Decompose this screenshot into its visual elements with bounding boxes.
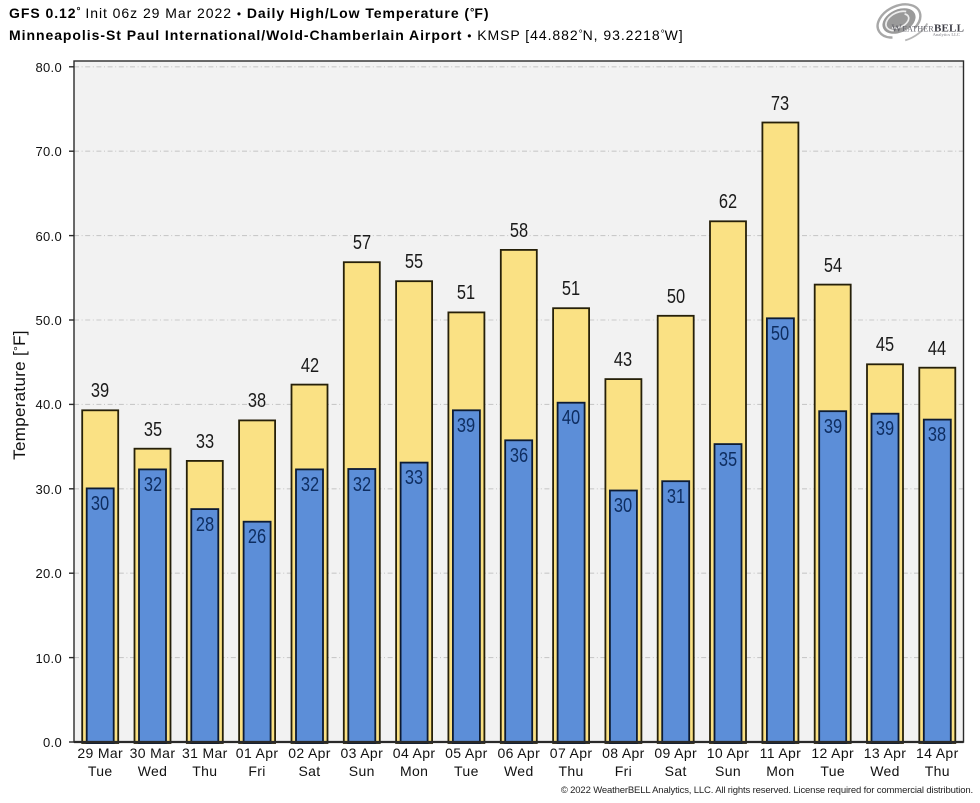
svg-text:WEATHERBELL: WEATHERBELL	[892, 23, 965, 35]
svg-text:Analytics LLC: Analytics LLC	[933, 32, 960, 37]
